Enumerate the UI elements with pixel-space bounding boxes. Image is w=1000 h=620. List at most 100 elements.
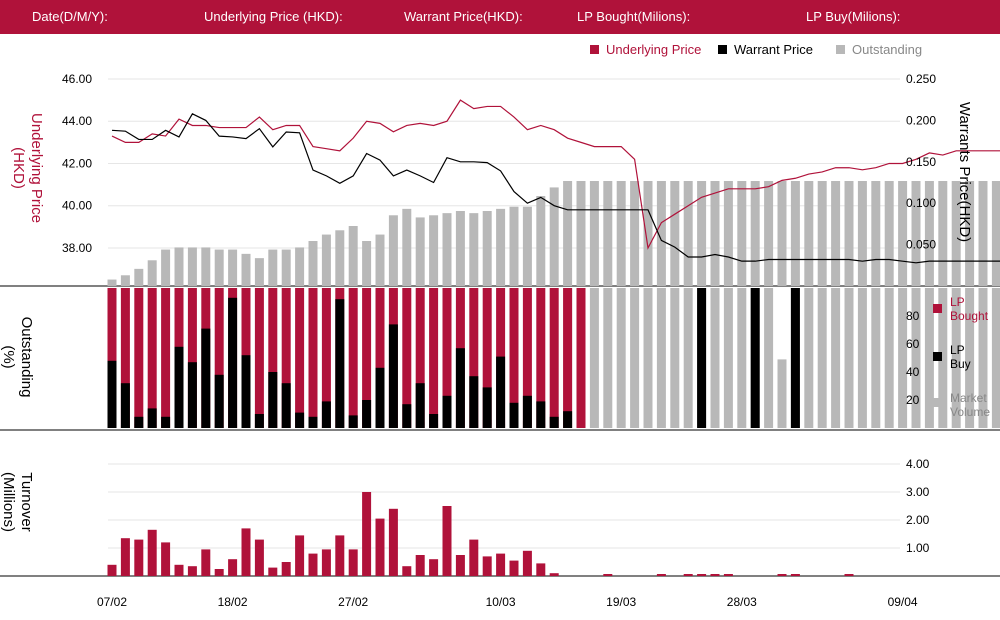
outstanding-bar — [147, 260, 157, 286]
x-tick-label: 07/02 — [97, 595, 127, 609]
turnover-bar — [254, 539, 264, 576]
y-right-tick: 0.050 — [906, 238, 936, 252]
turnover-bar — [281, 562, 291, 576]
side-legend-lp-bought-line2: Bought — [950, 309, 989, 323]
turnover-axis-title-line2: (Millions) — [0, 472, 17, 532]
y-mid-tick: 80 — [906, 309, 920, 323]
market-volume-bar — [924, 288, 934, 428]
turnover-bar — [120, 538, 130, 576]
x-tick-label: 28/03 — [727, 595, 757, 609]
turnover-axis-title: Turnover (Millions) — [0, 472, 35, 532]
turnover-bar — [228, 559, 238, 576]
lp-bought-bar — [147, 288, 157, 428]
side-legend-lp-bought-line1: LP — [950, 295, 965, 309]
outstanding-bar — [790, 181, 800, 286]
outstanding-bar — [844, 181, 854, 286]
lp-buy-bar — [563, 411, 573, 428]
turnover-bar — [295, 535, 305, 576]
turnover-bar — [723, 574, 733, 576]
lp-bought-bar — [536, 288, 546, 428]
market-volume-bar — [938, 288, 948, 428]
side-legend-market-volume-line2: Volume — [950, 405, 990, 419]
y-bottom-tick: 1.00 — [906, 541, 930, 555]
outstanding-bar — [509, 206, 519, 286]
outstanding-bar — [857, 181, 867, 286]
outstanding-bar — [375, 234, 385, 286]
outstanding-axis-title-line1: Outstanding — [18, 317, 35, 398]
market-volume-bar — [871, 288, 881, 428]
lp-buy-bar — [509, 402, 519, 428]
y-right-tick: 0.150 — [906, 155, 936, 169]
market-volume-bar — [777, 359, 787, 428]
turnover-bar — [402, 566, 412, 576]
lp-buy-bar — [469, 376, 479, 428]
lp-buy-bar — [214, 374, 224, 428]
turnover-bar — [482, 556, 492, 576]
lp-buy-bar — [790, 288, 800, 428]
market-volume-bar — [723, 288, 733, 428]
lp-bought-bar — [134, 288, 144, 428]
lp-buy-bar — [750, 288, 760, 428]
outstanding-bar — [388, 215, 398, 286]
market-volume-bar — [991, 288, 1000, 428]
warrant-axis-title: Warrants Price(HKD) — [956, 102, 973, 242]
y-mid-tick: 40 — [906, 365, 920, 379]
outstanding-bar — [335, 230, 345, 286]
turnover-bar — [496, 553, 506, 576]
turnover-bar — [174, 564, 184, 576]
outstanding-bar — [978, 181, 988, 286]
price-lines — [111, 99, 1000, 264]
lp-buy-bar — [201, 328, 211, 428]
lp-bought-bar — [161, 288, 171, 428]
lp-buy-bar — [335, 299, 345, 428]
outstanding-axis-title: Outstanding (%) — [0, 317, 35, 398]
lp-buy-bar — [161, 416, 171, 428]
outstanding-bar — [817, 181, 827, 286]
legend-warrant-swatch — [718, 45, 727, 54]
y-right-tick: 0.250 — [906, 72, 936, 86]
outstanding-bar — [656, 181, 666, 286]
y-right-tick: 0.100 — [906, 196, 936, 210]
market-volume-bar — [844, 288, 854, 428]
lp-buy-bar — [134, 416, 144, 428]
outstanding-bar — [951, 181, 961, 286]
turnover-bar — [549, 573, 559, 576]
warrant-axis-title-text: Warrants Price(HKD) — [956, 102, 973, 242]
lp-buy-bar — [241, 355, 251, 428]
market-volume-bar — [965, 288, 975, 428]
outstanding-bar — [241, 253, 251, 286]
market-volume-bar — [898, 288, 908, 428]
lp-buy-bar — [268, 372, 278, 428]
lp-buy-bar — [107, 360, 117, 428]
lp-buy-bar — [147, 408, 157, 428]
lp-buy-bar — [697, 288, 707, 428]
x-tick-label: 19/03 — [606, 595, 636, 609]
outstanding-bar — [831, 181, 841, 286]
market-volume-bar — [978, 288, 988, 428]
turnover-bar — [214, 569, 224, 576]
underlying-axis-title-line2: (HKD) — [10, 147, 27, 189]
lp-buy-bar — [174, 346, 184, 428]
market-volume-bar — [643, 288, 653, 428]
outstanding-bar — [991, 181, 1000, 286]
lp-buy-bar — [348, 415, 358, 428]
lp-bought-bar — [563, 288, 573, 428]
lp-bought-bar — [107, 288, 117, 428]
turnover-bar — [790, 574, 800, 576]
underlying-axis-title: Underlying Price (HKD) — [10, 113, 45, 223]
lp-bought-bar — [442, 288, 452, 428]
outstanding-bar — [563, 181, 573, 286]
tick-labels: 38.00 40.00 42.00 44.00 46.00 0.050 0.100 0.150… — [62, 72, 936, 609]
outstanding-bar — [737, 181, 747, 286]
outstanding-bar — [898, 181, 908, 286]
side-legend-lp-bought-swatch — [933, 304, 942, 313]
outstanding-bar — [723, 181, 733, 286]
outstanding-bar — [402, 208, 412, 286]
turnover-bar — [201, 549, 211, 576]
outstanding-bar — [603, 181, 613, 286]
lp-buy-bar — [120, 383, 130, 428]
turnover-bar — [455, 555, 465, 576]
outstanding-axis-title-line2: (%) — [0, 345, 17, 368]
turnover-bars — [107, 492, 854, 576]
